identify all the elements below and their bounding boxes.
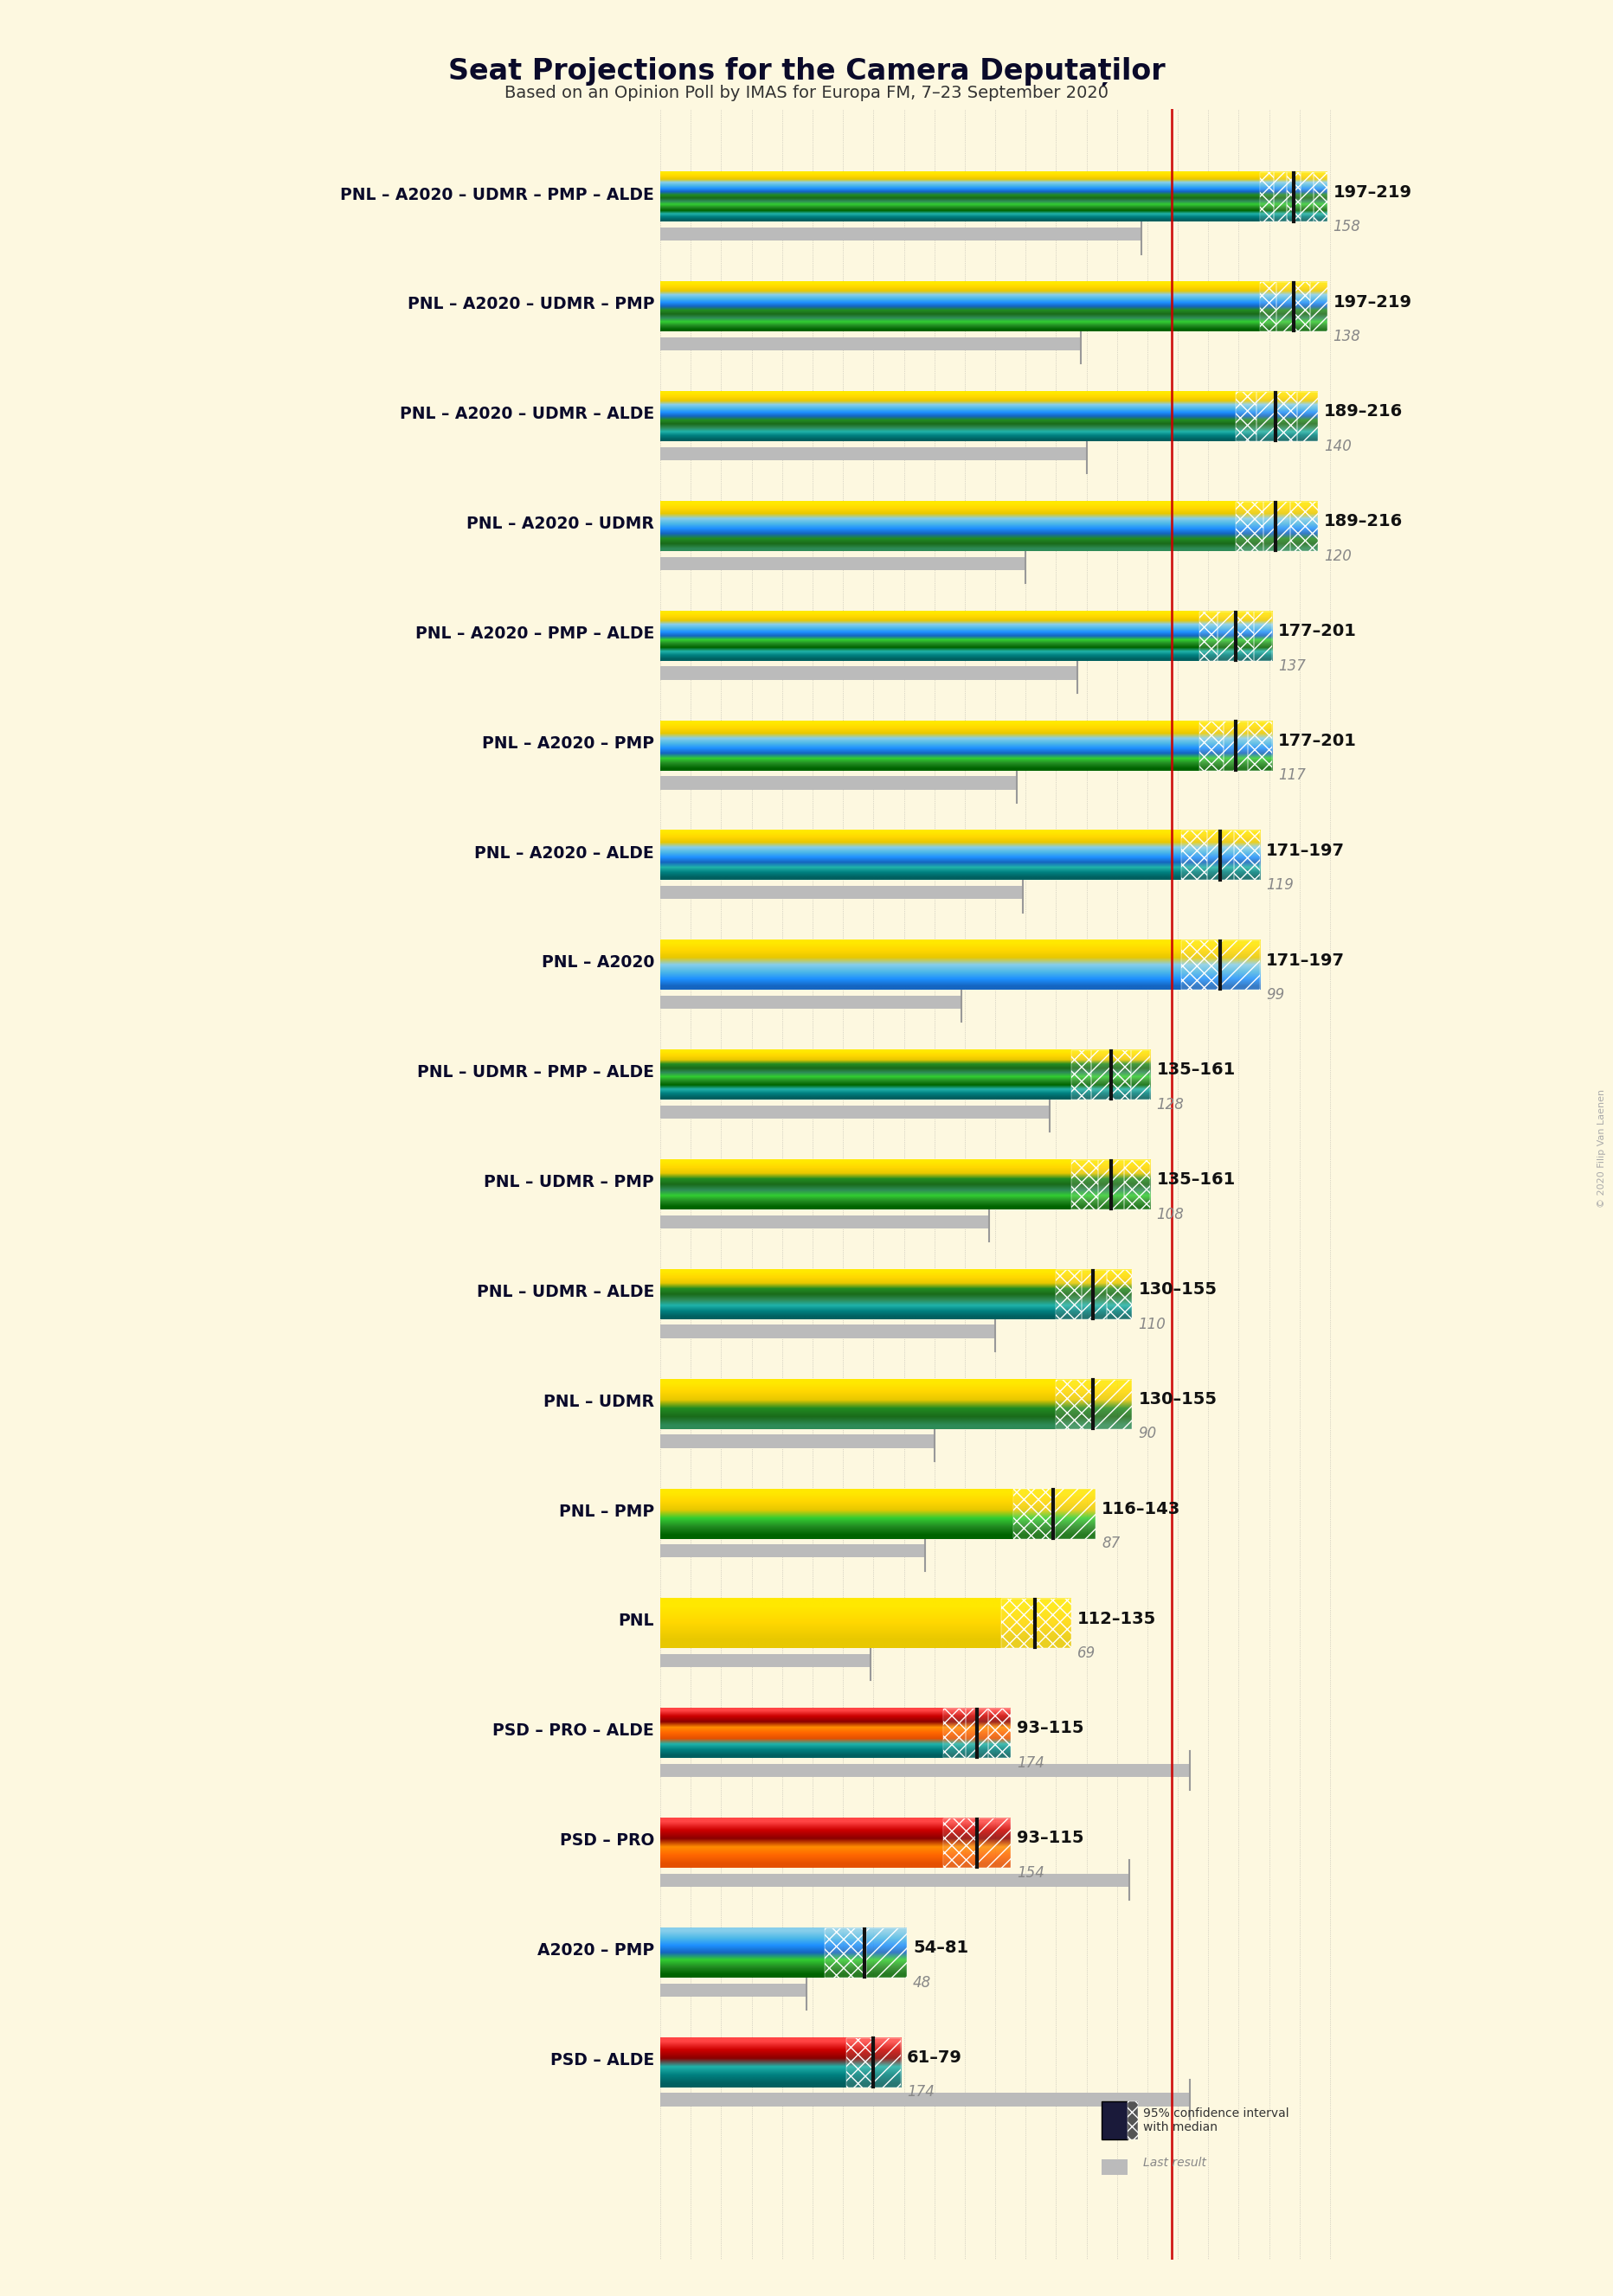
Text: PNL – UDMR: PNL – UDMR [544, 1394, 655, 1410]
Text: 197–219: 197–219 [1332, 294, 1411, 310]
Text: PNL – A2020 – PMP – ALDE: PNL – A2020 – PMP – ALDE [415, 625, 655, 643]
Bar [660, 338, 1081, 351]
Text: 90: 90 [1139, 1426, 1157, 1442]
Text: 110: 110 [1139, 1316, 1166, 1332]
Text: 87: 87 [1102, 1536, 1119, 1552]
Text: PNL – UDMR – ALDE: PNL – UDMR – ALDE [477, 1283, 655, 1300]
Text: PSD – PRO: PSD – PRO [560, 1832, 655, 1848]
Text: 93–115: 93–115 [1016, 1720, 1084, 1736]
Text: 189–216: 189–216 [1324, 514, 1403, 530]
Bar [660, 1435, 934, 1449]
FancyBboxPatch shape [1127, 2101, 1139, 2140]
Text: 154: 154 [1016, 1864, 1044, 1880]
Text: 135–161: 135–161 [1157, 1171, 1236, 1187]
Bar [660, 776, 1016, 790]
Bar [660, 996, 961, 1008]
Text: 171–197: 171–197 [1266, 953, 1345, 969]
Text: Last result: Last result [1144, 2156, 1207, 2167]
Text: 174: 174 [907, 2085, 934, 2101]
Text: Based on an Opinion Poll by IMAS for Europa FM, 7–23 September 2020: Based on an Opinion Poll by IMAS for Eur… [505, 85, 1108, 101]
Text: PNL – A2020 – PMP: PNL – A2020 – PMP [482, 735, 655, 751]
Text: 119: 119 [1266, 877, 1294, 893]
Text: PSD – ALDE: PSD – ALDE [550, 2053, 655, 2069]
Bar [660, 1653, 871, 1667]
Text: PNL – A2020 – UDMR – ALDE: PNL – A2020 – UDMR – ALDE [400, 406, 655, 422]
Text: 197–219: 197–219 [1332, 184, 1411, 200]
Bar [660, 1325, 995, 1339]
Bar [660, 666, 1077, 680]
Bar [660, 886, 1023, 900]
Bar [660, 1215, 989, 1228]
Text: PSD – PRO – ALDE: PSD – PRO – ALDE [492, 1722, 655, 1738]
Text: A2020 – PMP: A2020 – PMP [537, 1942, 655, 1958]
Text: 137: 137 [1279, 659, 1307, 673]
Bar [660, 1104, 1050, 1118]
Text: PNL – A2020 – ALDE: PNL – A2020 – ALDE [474, 845, 655, 861]
Text: PNL – A2020 – UDMR – PMP: PNL – A2020 – UDMR – PMP [406, 296, 655, 312]
Text: PNL – UDMR – PMP: PNL – UDMR – PMP [484, 1173, 655, 1192]
Text: 174: 174 [1016, 1754, 1044, 1770]
Text: 99: 99 [1266, 987, 1284, 1003]
Text: 116–143: 116–143 [1102, 1502, 1181, 1518]
Bar [660, 558, 1026, 569]
Text: 130–155: 130–155 [1139, 1281, 1218, 1297]
Text: PNL – PMP: PNL – PMP [560, 1504, 655, 1520]
Text: PNL – A2020: PNL – A2020 [542, 955, 655, 971]
Text: 48: 48 [913, 1975, 931, 1991]
Bar [660, 227, 1142, 241]
Text: 177–201: 177–201 [1279, 622, 1357, 638]
Text: Seat Projections for the Camera Deputaților: Seat Projections for the Camera Deputați… [448, 57, 1165, 87]
Bar [1102, 2158, 1127, 2174]
Text: 189–216: 189–216 [1324, 404, 1403, 420]
Text: PNL – UDMR – PMP – ALDE: PNL – UDMR – PMP – ALDE [418, 1065, 655, 1081]
Bar [660, 448, 1087, 459]
Text: PNL: PNL [618, 1614, 655, 1630]
Text: 158: 158 [1332, 218, 1361, 234]
Text: 69: 69 [1077, 1646, 1095, 1660]
Text: 140: 140 [1324, 439, 1352, 455]
Text: 135–161: 135–161 [1157, 1061, 1236, 1079]
Text: 171–197: 171–197 [1266, 843, 1345, 859]
FancyBboxPatch shape [1102, 2101, 1127, 2140]
Text: PNL – A2020 – UDMR – PMP – ALDE: PNL – A2020 – UDMR – PMP – ALDE [340, 186, 655, 202]
Text: 138: 138 [1332, 328, 1361, 344]
Text: 117: 117 [1279, 767, 1307, 783]
Text: 130–155: 130–155 [1139, 1391, 1218, 1407]
Text: © 2020 Filip Van Laenen: © 2020 Filip Van Laenen [1597, 1088, 1607, 1208]
Text: 61–79: 61–79 [907, 2050, 963, 2066]
Text: 120: 120 [1324, 549, 1352, 565]
Text: 177–201: 177–201 [1279, 732, 1357, 748]
Bar [660, 1545, 926, 1557]
Text: 108: 108 [1157, 1208, 1184, 1221]
Bar [660, 1984, 806, 1998]
Text: PNL – A2020 – UDMR: PNL – A2020 – UDMR [466, 517, 655, 533]
Text: 54–81: 54–81 [913, 1940, 968, 1956]
Bar [660, 2094, 1190, 2105]
Text: 128: 128 [1157, 1097, 1184, 1114]
Bar [660, 1874, 1129, 1887]
Bar [660, 1763, 1190, 1777]
Text: 112–135: 112–135 [1077, 1609, 1157, 1628]
Text: 95% confidence interval
with median: 95% confidence interval with median [1144, 2108, 1289, 2133]
Text: 93–115: 93–115 [1016, 1830, 1084, 1846]
